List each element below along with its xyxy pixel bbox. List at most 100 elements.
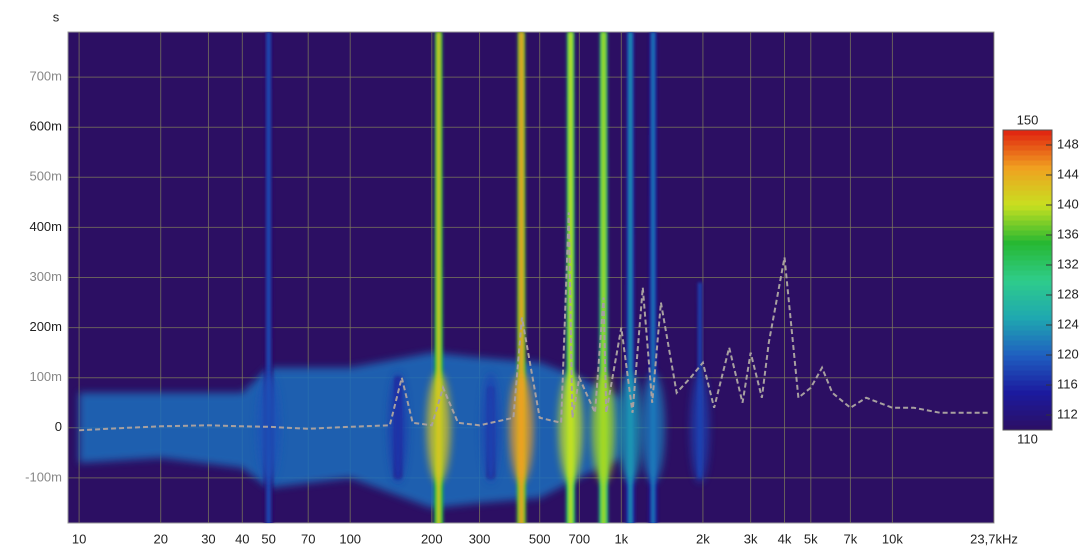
colorbar-band: [1003, 410, 1052, 416]
colorbar-band: [1003, 275, 1052, 281]
colorbar-band: [1003, 145, 1052, 151]
colorbar-band: [1003, 350, 1052, 356]
colorbar-band: [1003, 225, 1052, 231]
colorbar-band: [1003, 285, 1052, 291]
colorbar-label: 124: [1057, 316, 1079, 331]
x-tick-label: 40: [235, 531, 249, 546]
colorbar-band: [1003, 215, 1052, 221]
x-tick-label: 10: [72, 531, 86, 546]
x-tick-label: 50: [261, 531, 275, 546]
streak-core: [436, 32, 441, 523]
x-tick-label: 100: [339, 531, 361, 546]
colorbar-label: 150: [1017, 112, 1039, 127]
x-tick-label: 7k: [844, 531, 858, 546]
colorbar-band: [1003, 230, 1052, 236]
x-tick-label: 200: [421, 531, 443, 546]
colorbar-band: [1003, 345, 1052, 351]
colorbar-band: [1003, 305, 1052, 311]
colorbar-band: [1003, 195, 1052, 201]
streak-peak: [641, 372, 665, 483]
x-tick-label: 5k: [804, 531, 818, 546]
colorbar-band: [1003, 265, 1052, 271]
colorbar-frame: [1002, 129, 1053, 431]
colorbar-band: [1003, 405, 1052, 411]
streak-peak: [481, 372, 500, 483]
colorbar-band: [1003, 300, 1052, 306]
colorbar-label: 148: [1057, 136, 1079, 151]
y-tick-label: 700m: [29, 69, 62, 84]
x-tick-label: 700: [568, 531, 590, 546]
x-tick-label: 30: [201, 531, 215, 546]
colorbar-band: [1003, 375, 1052, 381]
colorbar-band: [1003, 260, 1052, 266]
colorbar-band: [1003, 130, 1052, 136]
x-tick-label: 3k: [744, 531, 758, 546]
colorbar-band: [1003, 400, 1052, 406]
colorbar-band: [1003, 370, 1052, 376]
colorbar-band: [1003, 175, 1052, 181]
colorbar-band: [1003, 425, 1052, 431]
colorbar-band: [1003, 220, 1052, 226]
colorbar-band: [1003, 185, 1052, 191]
x-tick-label: 70: [301, 531, 315, 546]
colorbar-band: [1003, 365, 1052, 371]
colorbar-band: [1003, 330, 1052, 336]
colorbar-band: [1003, 255, 1052, 261]
colorbar-band: [1003, 340, 1052, 346]
streak-peak: [558, 372, 583, 483]
streak-core: [601, 32, 606, 523]
colorbar-band: [1003, 380, 1052, 386]
colorbar-band: [1003, 170, 1052, 176]
x-tick-label: 500: [529, 531, 551, 546]
colorbar-label: 110: [1017, 431, 1038, 446]
colorbar-band: [1003, 165, 1052, 171]
colorbar-label: 140: [1057, 196, 1079, 211]
colorbar-band: [1003, 385, 1052, 391]
colorbar-band: [1003, 155, 1052, 161]
plot-layer: [68, 32, 994, 523]
colorbar-band: [1003, 395, 1052, 401]
colorbar-band: [1003, 390, 1052, 396]
x-tick-label: 23,7kHz: [970, 531, 1018, 546]
colorbar-band: [1003, 205, 1052, 211]
colorbar-band: [1003, 320, 1052, 326]
streak-peak: [690, 372, 710, 483]
colorbar-band: [1003, 335, 1052, 341]
colorbar-band: [1003, 135, 1052, 141]
y-tick-label: 500m: [29, 169, 62, 184]
colorbar-band: [1003, 235, 1052, 241]
colorbar-band: [1003, 415, 1052, 421]
colorbar-band: [1003, 250, 1052, 256]
x-tick-label: 2k: [696, 531, 710, 546]
colorbar-band: [1003, 315, 1052, 321]
colorbar-band: [1003, 325, 1052, 331]
colorbar-band: [1003, 190, 1052, 196]
y-tick-label: -100m: [25, 469, 62, 484]
y-tick-label: 200m: [29, 319, 62, 334]
y-tick-label: 0: [55, 419, 62, 434]
colorbar-band: [1003, 280, 1052, 286]
streak-peak: [426, 372, 451, 483]
x-tick-label: 10k: [882, 531, 903, 546]
y-axis-label: s: [53, 9, 60, 24]
streak-peak: [591, 372, 616, 483]
streak-core: [628, 32, 633, 523]
colorbar-band: [1003, 180, 1052, 186]
trace-line: [79, 212, 991, 432]
colorbar-band: [1003, 245, 1052, 251]
streak-peak: [256, 372, 281, 483]
y-tick-label: 600m: [29, 119, 62, 134]
streak-core: [519, 32, 524, 523]
x-tick-label: 4k: [778, 531, 792, 546]
x-tick-label: 300: [469, 531, 491, 546]
streak-peak: [618, 372, 643, 483]
y-tick-label: 100m: [29, 369, 62, 384]
colorbar-band: [1003, 160, 1052, 166]
streak-peak: [388, 372, 408, 483]
colorbar-band: [1003, 420, 1052, 426]
colorbar-label: 116: [1057, 376, 1078, 391]
y-tick-label: 300m: [29, 269, 62, 284]
streak-core: [651, 32, 656, 523]
streak-core: [266, 32, 271, 523]
